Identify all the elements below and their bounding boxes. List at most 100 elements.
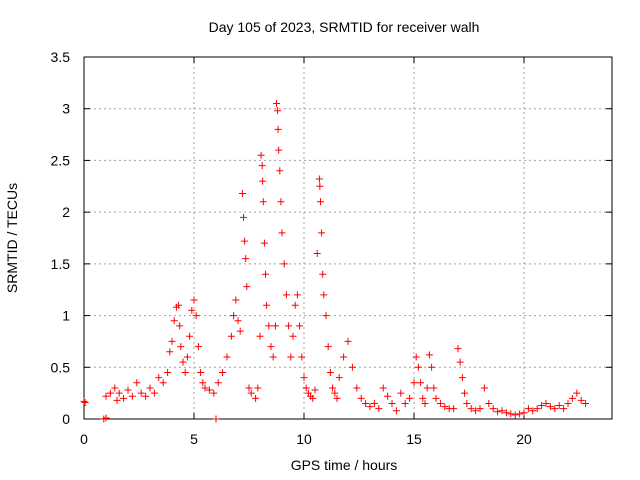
data-point [276,167,284,175]
data-point [388,399,396,407]
data-point [201,384,209,392]
data-point [194,343,202,351]
y-tick-label: 3.5 [51,49,71,65]
data-point [353,384,361,392]
data-point [234,317,242,325]
data-point [555,402,563,410]
data-point [164,368,172,376]
data-point [315,175,323,183]
data-point [102,392,110,400]
data-point [324,343,332,351]
data-point [106,389,114,397]
data-point [128,392,136,400]
data-point [252,394,260,402]
data-point [166,348,174,356]
data-point [199,379,207,387]
data-point [502,409,510,417]
data-point [259,177,267,185]
y-axis-title: SRMTID / TECUs [4,183,20,293]
data-point [430,384,438,392]
data-point [242,255,250,263]
data-point [414,363,422,371]
data-point [546,403,554,411]
data-point [476,405,484,413]
data-point [192,312,200,320]
data-point [277,198,285,206]
data-point [489,405,497,413]
x-tick-label: 10 [296,431,312,447]
data-point [282,291,290,299]
data-point [494,408,502,416]
data-point [240,213,247,221]
data-point [300,374,308,382]
data-point [406,394,414,402]
data-point [296,322,304,330]
data-point [80,397,88,405]
data-point [115,389,123,397]
data-point [146,384,154,392]
data-point [362,399,370,407]
data-point [397,389,405,397]
data-point [142,392,150,400]
data-point [417,379,425,387]
data-point [273,100,280,108]
y-tick-label: 0.5 [51,359,71,375]
data-point [313,250,321,258]
data-point [183,353,191,361]
data-point [289,332,297,340]
data-point [384,392,392,400]
data-point [247,389,255,397]
y-tick-label: 1.5 [51,256,71,272]
data-point [454,345,462,353]
x-tick-label: 20 [516,431,532,447]
data-point [333,394,341,402]
plot-border [83,56,613,420]
grid-layer [84,57,612,419]
x-axis-title: GPS time / hours [291,457,398,473]
data-point [480,384,488,392]
label-layer: Day 105 of 2023, SRMTID for receiver wal… [4,19,532,473]
data-point [348,363,356,371]
data-point [370,399,378,407]
data-point [322,312,330,320]
data-point [124,386,132,394]
data-point [564,399,572,407]
data-point [392,407,400,415]
data-point [573,389,581,397]
data-point [582,399,590,407]
data-point [81,398,89,406]
data-point [262,270,269,278]
data-point [197,368,205,376]
data-point [181,368,189,376]
data-point [511,411,519,419]
data-point [419,394,427,402]
data-point [113,396,121,404]
data-point [236,327,244,335]
chart-title: Day 105 of 2023, SRMTID for receiver wal… [209,19,480,35]
y-tick-label: 1 [62,308,70,324]
data-point [551,405,559,413]
data-point [329,384,337,392]
data-point [472,407,480,415]
data-point [256,332,264,340]
data-point [498,407,506,415]
data-point [278,229,286,237]
data-point [293,291,301,299]
x-tick-label: 0 [80,431,88,447]
data-point [529,407,537,415]
data-point [520,409,528,417]
data-point [219,368,227,376]
data-point [450,405,458,413]
data-point [269,353,277,361]
data-point [485,399,493,407]
data-point [111,384,119,392]
data-point [458,374,466,382]
data-point [254,384,262,392]
data-point [274,107,282,115]
data-point [331,389,339,397]
data-point [461,389,469,397]
data-point [285,322,293,330]
data-point [326,368,334,376]
data-point [568,394,576,402]
